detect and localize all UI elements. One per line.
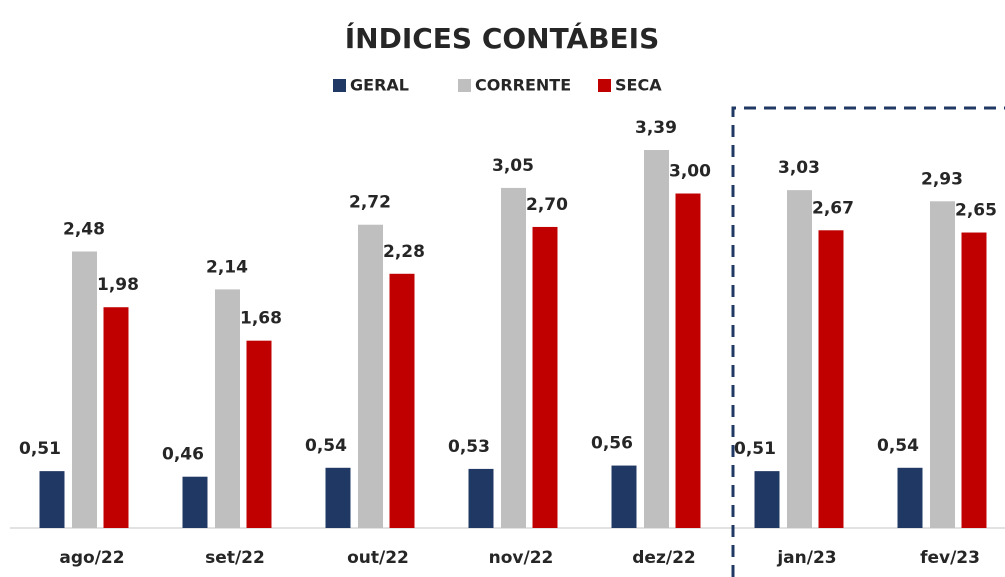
bar — [468, 468, 494, 528]
bar — [39, 471, 65, 528]
x-tick-label: ago/22 — [59, 548, 124, 568]
x-tick-label: fev/23 — [920, 548, 980, 568]
value-label: 0,51 — [19, 439, 61, 459]
value-label: 0,54 — [305, 436, 347, 456]
legend-swatch — [598, 79, 611, 92]
x-tick-label: jan/23 — [776, 548, 836, 568]
bar — [644, 150, 669, 528]
value-label: 1,68 — [240, 309, 282, 329]
value-label: 3,00 — [669, 162, 711, 182]
value-label: 0,54 — [877, 436, 919, 456]
value-label: 2,65 — [955, 201, 997, 221]
value-label: 2,67 — [812, 198, 854, 218]
bar — [818, 230, 844, 529]
value-label: 2,48 — [63, 219, 105, 239]
bar — [215, 289, 240, 528]
x-tick-label: dez/22 — [632, 548, 695, 568]
bar — [358, 224, 383, 528]
value-label: 2,14 — [206, 257, 248, 277]
chart-title: ÍNDICES CONTÁBEIS — [345, 21, 660, 55]
bar — [325, 467, 351, 528]
bar — [897, 467, 923, 528]
legend-swatch — [458, 79, 471, 92]
bar — [961, 232, 987, 528]
bar — [103, 307, 129, 528]
value-label: 3,39 — [635, 118, 677, 138]
value-label: 2,93 — [921, 169, 963, 189]
bar — [72, 251, 97, 529]
x-tick-label: nov/22 — [489, 548, 554, 568]
bar — [930, 201, 955, 528]
value-label: 2,70 — [526, 195, 568, 215]
bar — [611, 465, 637, 528]
legend-label: GERAL — [350, 76, 409, 95]
legend-label: CORRENTE — [475, 76, 571, 95]
highlight-box — [731, 106, 1005, 577]
bar — [501, 187, 526, 529]
bar — [389, 273, 415, 528]
bar — [182, 476, 208, 528]
bar — [754, 471, 780, 528]
value-label: 2,72 — [349, 193, 391, 213]
x-tick-label: set/22 — [205, 548, 265, 568]
bar — [246, 340, 272, 528]
value-label: 0,56 — [591, 434, 633, 454]
value-label: 0,46 — [162, 445, 204, 465]
value-label: 0,51 — [734, 439, 776, 459]
value-label: 1,98 — [97, 275, 139, 295]
bar — [532, 226, 558, 528]
bar — [787, 190, 812, 528]
legend-swatch — [333, 79, 346, 92]
value-label: 3,05 — [492, 156, 534, 176]
value-label: 3,03 — [778, 158, 820, 178]
value-label: 2,28 — [383, 242, 425, 262]
legend-label: SECA — [615, 76, 662, 95]
bar — [675, 193, 701, 528]
value-label: 0,53 — [448, 437, 490, 457]
x-tick-label: out/22 — [347, 548, 409, 568]
